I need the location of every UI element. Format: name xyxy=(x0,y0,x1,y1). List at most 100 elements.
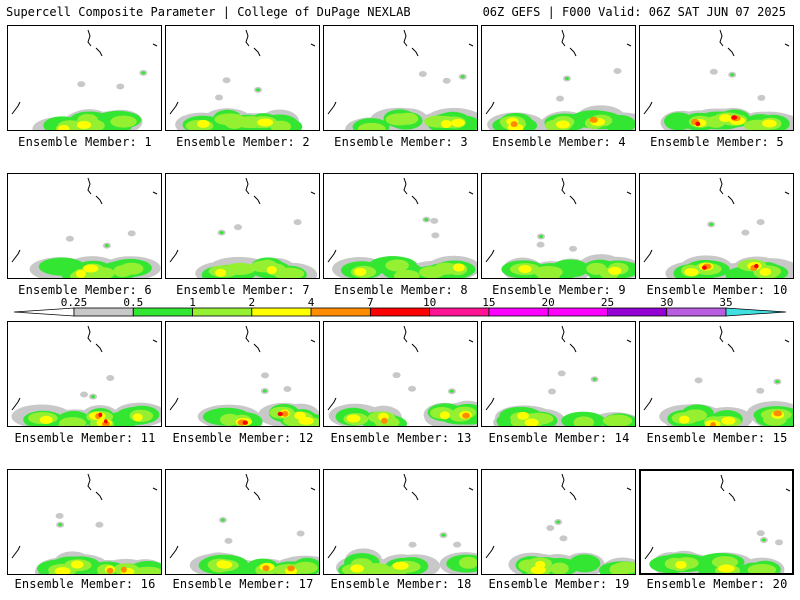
scp-contour xyxy=(453,263,465,272)
scp-contour xyxy=(441,119,452,128)
coastline-3 xyxy=(327,249,337,263)
scp-contour xyxy=(281,410,289,417)
scp-speck xyxy=(296,530,305,537)
coastline-3 xyxy=(485,101,495,115)
scp-speck xyxy=(536,241,545,248)
scp-contour xyxy=(439,411,450,420)
colorbar-tick-label: 30 xyxy=(660,296,674,309)
member-map-svg xyxy=(643,29,793,130)
member-label-15: Ensemble Member: 15 xyxy=(646,431,788,445)
member-map-svg xyxy=(169,29,316,130)
scp-speck-core xyxy=(539,235,544,239)
member-map-svg xyxy=(327,177,477,278)
coastline-2 xyxy=(253,47,261,57)
scp-contour xyxy=(224,262,256,275)
coastline-4 xyxy=(152,487,158,491)
member-map-svg xyxy=(169,177,318,278)
coastline-1 xyxy=(561,177,566,195)
ensemble-member-19-map[interactable] xyxy=(481,469,636,575)
coastline-1 xyxy=(403,325,408,343)
scp-speck-core xyxy=(775,380,780,384)
member-map-svg xyxy=(485,177,635,278)
ensemble-member-17-map[interactable] xyxy=(165,469,320,575)
colorbar-tick-label: 10 xyxy=(423,296,437,309)
scp-speck xyxy=(430,217,439,224)
ensemble-member-13-map[interactable] xyxy=(323,321,478,427)
coastline-3 xyxy=(643,249,653,263)
scp-contour xyxy=(346,414,361,423)
ensemble-member-20-map[interactable] xyxy=(639,469,794,575)
ensemble-member-6-map[interactable] xyxy=(7,173,162,279)
scp-contour xyxy=(132,413,143,422)
member-label-6: Ensemble Member: 6 xyxy=(18,283,152,297)
scp-speck xyxy=(77,81,86,88)
scp-contour xyxy=(39,415,53,424)
coastline-2 xyxy=(569,343,577,353)
ensemble-member-5-map[interactable] xyxy=(639,25,794,131)
scp-contour xyxy=(462,412,470,419)
scp-speck-core xyxy=(556,520,561,524)
colorbar-tick-label: 2 xyxy=(248,296,256,309)
coastline-2 xyxy=(569,195,577,205)
scp-speck xyxy=(559,535,568,542)
member-label-3: Ensemble Member: 3 xyxy=(334,135,468,149)
scp-speck xyxy=(613,68,622,75)
scp-speck xyxy=(224,537,233,544)
scp-contour xyxy=(458,556,477,569)
coastline-4 xyxy=(310,487,316,491)
member-map-svg xyxy=(485,29,635,130)
scp-speck xyxy=(106,375,115,382)
coastline-3 xyxy=(485,397,495,411)
member-map-svg xyxy=(169,325,319,426)
scp-contour xyxy=(197,119,210,128)
scp-contour xyxy=(517,411,529,420)
ensemble-member-10-map[interactable] xyxy=(639,173,794,279)
colorbar-legend: 0.25 0.5 1 2 4 7 10 15 20 25 30 35 xyxy=(0,296,800,324)
ensemble-member-7-map[interactable] xyxy=(165,173,320,279)
scp-contour xyxy=(106,567,114,574)
scp-speck xyxy=(215,94,224,101)
ensemble-member-11-map[interactable] xyxy=(7,321,162,427)
colorbar-tick-label: 0.25 xyxy=(60,296,88,309)
scp-contour xyxy=(385,259,409,272)
ensemble-member-16-map[interactable] xyxy=(7,469,162,575)
ensemble-member-14-map[interactable] xyxy=(481,321,636,427)
scp-speck xyxy=(442,77,451,84)
ensemble-member-2-map[interactable] xyxy=(165,25,320,131)
member-label-10: Ensemble Member: 10 xyxy=(646,283,788,297)
scp-contour xyxy=(719,114,732,123)
coastline-1 xyxy=(719,177,724,195)
coastline-2 xyxy=(569,491,577,501)
scp-speck xyxy=(80,391,89,398)
scp-contour xyxy=(556,120,570,129)
coastline-3 xyxy=(327,101,337,115)
colorbar-scale xyxy=(13,307,787,317)
coastline-2 xyxy=(253,195,261,205)
colorbar-tick-label: 15 xyxy=(482,296,496,309)
scp-contour xyxy=(612,561,635,574)
scp-speck-core xyxy=(104,244,109,248)
coastline-2 xyxy=(411,195,419,205)
ensemble-member-12-map[interactable] xyxy=(165,321,320,427)
scp-speck xyxy=(408,541,417,548)
ensemble-member-8-map[interactable] xyxy=(323,173,478,279)
colorbar-segment-5 xyxy=(310,307,371,317)
ensemble-member-1-map[interactable] xyxy=(7,25,162,131)
member-label-16: Ensemble Member: 16 xyxy=(14,577,156,591)
colorbar-segment-2 xyxy=(132,307,193,317)
scp-contour xyxy=(711,556,739,569)
map-title: Supercell Composite Parameter | College … xyxy=(6,5,411,19)
scp-contour xyxy=(262,565,270,572)
member-map-svg xyxy=(11,473,161,574)
ensemble-member-15-map[interactable] xyxy=(639,321,794,427)
ensemble-member-9-map[interactable] xyxy=(481,173,636,279)
ensemble-member-3-map[interactable] xyxy=(323,25,478,131)
scp-speck xyxy=(116,83,125,90)
ensemble-member-4-map[interactable] xyxy=(481,25,636,131)
scp-contour xyxy=(393,269,420,278)
coastline-1 xyxy=(561,325,566,343)
scp-speck xyxy=(546,525,555,532)
coastline-2 xyxy=(727,343,735,353)
scp-contour xyxy=(98,412,103,418)
ensemble-member-18-map[interactable] xyxy=(323,469,478,575)
